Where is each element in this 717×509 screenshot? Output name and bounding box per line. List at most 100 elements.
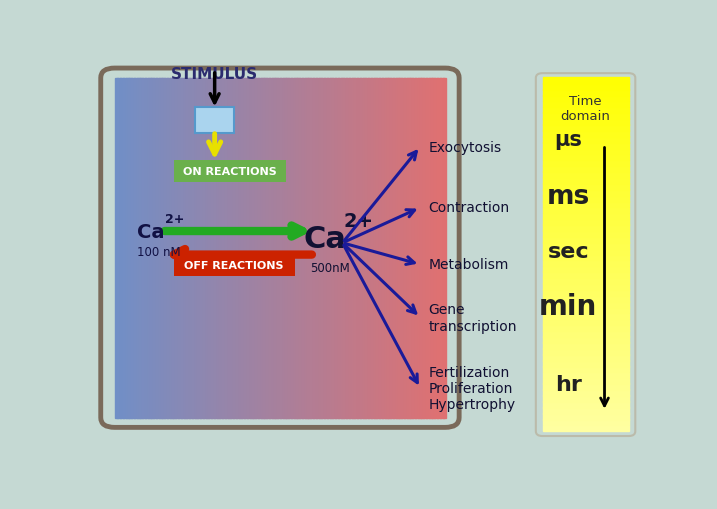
Bar	[543, 307, 629, 314]
Bar	[305, 79, 308, 418]
Bar	[543, 231, 629, 237]
Bar	[178, 79, 182, 418]
Bar	[390, 79, 394, 418]
Bar	[197, 79, 201, 418]
Bar	[543, 395, 629, 402]
Bar	[170, 79, 174, 418]
Bar	[543, 160, 629, 167]
Bar	[543, 295, 629, 302]
Bar	[543, 366, 629, 373]
Bar	[269, 79, 272, 418]
Bar	[423, 79, 427, 418]
Bar	[335, 79, 339, 418]
Bar	[209, 79, 212, 418]
Bar	[543, 131, 629, 137]
Bar	[156, 79, 160, 418]
Bar	[543, 331, 629, 337]
Bar	[236, 79, 239, 418]
Text: hr: hr	[555, 375, 581, 394]
Bar	[435, 79, 438, 418]
Bar	[252, 79, 256, 418]
Text: OFF REACTIONS: OFF REACTIONS	[184, 260, 284, 270]
Text: Contraction: Contraction	[429, 201, 510, 215]
Bar	[543, 389, 629, 396]
Bar	[184, 79, 187, 418]
Text: Ca: Ca	[303, 225, 346, 254]
Bar	[432, 79, 435, 418]
Bar	[315, 79, 320, 418]
Bar	[175, 79, 179, 418]
Bar	[351, 79, 356, 418]
Bar	[123, 79, 127, 418]
Bar	[217, 79, 220, 418]
Bar	[543, 360, 629, 367]
Bar	[291, 79, 295, 418]
Bar	[247, 79, 251, 418]
Bar	[296, 79, 300, 418]
Bar	[412, 79, 416, 418]
Bar	[543, 348, 629, 355]
Bar	[543, 184, 629, 190]
Bar	[230, 79, 234, 418]
Bar	[280, 79, 284, 418]
Bar	[346, 79, 350, 418]
Bar	[418, 79, 422, 418]
Bar	[153, 79, 157, 418]
Bar	[349, 79, 353, 418]
Bar	[330, 79, 333, 418]
Bar	[543, 401, 629, 408]
Bar	[543, 372, 629, 379]
Bar	[543, 125, 629, 132]
Bar	[543, 272, 629, 278]
Bar	[173, 79, 176, 418]
Bar	[206, 79, 209, 418]
Bar	[543, 260, 629, 267]
Bar	[543, 213, 629, 220]
Bar	[368, 79, 372, 418]
Bar	[233, 79, 237, 418]
Bar	[242, 79, 245, 418]
Bar	[125, 79, 130, 418]
Bar	[409, 79, 413, 418]
Bar	[543, 419, 629, 426]
Bar	[396, 79, 399, 418]
Bar	[332, 79, 336, 418]
Bar	[244, 79, 248, 418]
Bar	[255, 79, 259, 418]
Bar	[426, 79, 429, 418]
Bar	[186, 79, 190, 418]
Bar	[148, 79, 151, 418]
Bar	[308, 79, 311, 418]
Text: 500nM: 500nM	[310, 261, 350, 274]
Bar	[299, 79, 303, 418]
Bar	[543, 78, 629, 84]
Bar	[131, 79, 135, 418]
Bar	[543, 219, 629, 225]
Bar	[384, 79, 389, 418]
Bar	[543, 149, 629, 155]
Bar	[543, 319, 629, 326]
Bar	[543, 90, 629, 96]
Bar	[164, 79, 168, 418]
Bar	[543, 407, 629, 414]
Text: 100 nM: 100 nM	[137, 246, 181, 259]
Bar	[415, 79, 419, 418]
Bar	[321, 79, 325, 418]
Bar	[543, 84, 629, 91]
Bar	[543, 343, 629, 349]
Bar	[366, 79, 369, 418]
FancyBboxPatch shape	[174, 254, 295, 276]
Bar	[543, 113, 629, 120]
Bar	[137, 79, 141, 418]
Bar	[543, 301, 629, 308]
Bar	[258, 79, 262, 418]
Bar	[203, 79, 206, 418]
Bar	[354, 79, 358, 418]
Bar	[407, 79, 411, 418]
Bar	[341, 79, 344, 418]
Text: μs: μs	[554, 129, 582, 150]
Text: Time
domain: Time domain	[561, 94, 610, 122]
Bar	[543, 278, 629, 285]
Bar	[371, 79, 375, 418]
Bar	[181, 79, 184, 418]
